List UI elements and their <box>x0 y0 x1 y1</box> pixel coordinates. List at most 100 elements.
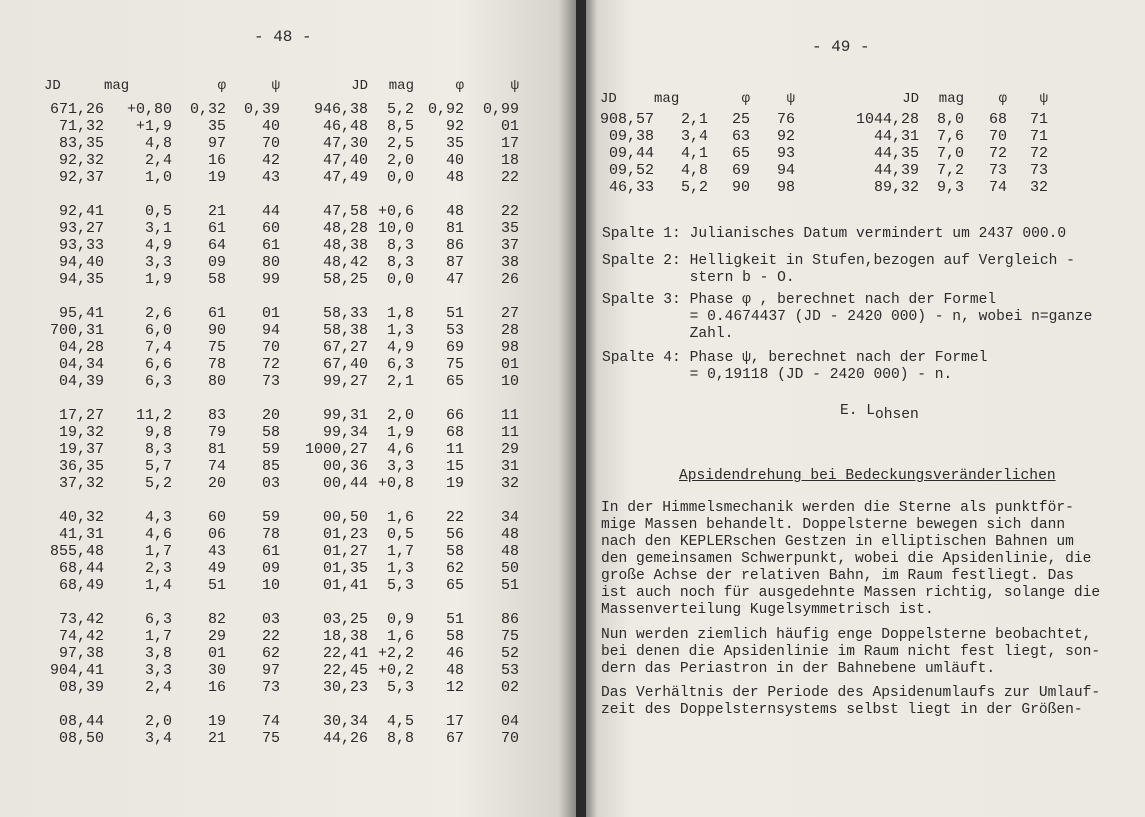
table-cell: 40 <box>445 152 464 169</box>
spacer <box>44 696 519 713</box>
table-cell: 1,6 <box>386 509 414 526</box>
table-cell: 18,38 <box>322 628 368 645</box>
table-cell: 99 <box>261 271 280 288</box>
table-cell: 73 <box>989 162 1008 179</box>
spacer <box>44 390 519 407</box>
table-cell: 5,7 <box>144 458 172 475</box>
table-row: 74,42 1,7 29 22 18,38 1,6 58 75 <box>44 628 519 645</box>
table-cell: 73 <box>1030 162 1049 179</box>
table-cell: 11 <box>500 424 519 441</box>
table-cell: 58 <box>261 424 280 441</box>
table-row: 97,38 3,8 01 62 22,41 +2,2 46 52 <box>44 645 519 662</box>
column-legend-3: Spalte 3: Phase φ , berechnet nach der F… <box>602 292 1093 342</box>
section-heading: Apsidendrehung bei Bedeckungsveränderlic… <box>679 468 1056 484</box>
table-cell: 5,3 <box>386 679 414 696</box>
column-header: JD <box>902 90 920 107</box>
table-row: 95,41 2,6 61 01 58,33 1,8 51 27 <box>44 305 519 322</box>
table-cell: +0,8 <box>377 475 414 492</box>
table-cell: 35 <box>445 135 464 152</box>
table-cell: 81 <box>207 441 226 458</box>
table-cell: 6,3 <box>144 373 172 390</box>
table-cell: 51 <box>500 577 519 594</box>
table-cell: 4,3 <box>144 509 172 526</box>
right-page: - 49 - JD mag φ ψ JD mag φ ψ 908,57 2,1 25 76 1044,… <box>586 0 1145 817</box>
table-row: 41,31 4,6 06 78 01,23 0,5 56 48 <box>44 526 519 543</box>
table-cell: 855,48 <box>49 543 104 560</box>
table-cell: 1,7 <box>144 628 172 645</box>
table-cell: 68,44 <box>58 560 104 577</box>
observation-table: JD mag φ ψ JD mag φ ψ 671,26 +0,80 0,32 0,39 946,38… <box>44 71 519 748</box>
table-cell: 11 <box>500 407 519 424</box>
table-cell: 2,1 <box>386 373 414 390</box>
table-cell: 44,35 <box>874 145 920 162</box>
table-cell: 47,58 <box>322 203 368 220</box>
table-cell: 64 <box>207 237 226 254</box>
table-row: 700,31 6,0 90 94 58,38 1,3 53 28 <box>44 322 519 339</box>
table-cell: 68,49 <box>58 577 104 594</box>
table-cell: 01 <box>207 645 226 662</box>
table-cell: 72 <box>1030 145 1049 162</box>
table-cell: 53 <box>445 322 464 339</box>
table-cell: 67,40 <box>322 356 368 373</box>
table-row: 19,32 9,8 79 58 99,34 1,9 68 11 <box>44 424 519 441</box>
table-row: 94,35 1,9 58 99 58,25 0,0 47 26 <box>44 271 519 288</box>
table-cell: 44,39 <box>874 162 920 179</box>
table-cell: 08,50 <box>58 730 104 747</box>
table-cell: 51 <box>445 611 464 628</box>
table-cell: 8,0 <box>937 111 965 128</box>
table-cell: 0,0 <box>386 169 414 186</box>
table-cell: 26 <box>500 271 519 288</box>
table-cell: 51 <box>445 305 464 322</box>
table-cell: 20 <box>261 407 280 424</box>
table-cell: 35 <box>207 118 226 135</box>
table-cell: 48,38 <box>322 237 368 254</box>
table-cell: 48,28 <box>322 220 368 237</box>
spacer <box>44 186 519 203</box>
table-cell: 92,32 <box>58 152 104 169</box>
table-cell: 1,0 <box>144 169 172 186</box>
row-spacer <box>44 594 519 611</box>
table-row: 68,49 1,4 51 10 01,41 5,3 65 51 <box>44 577 519 594</box>
table-row: 04,39 6,3 80 73 99,27 2,1 65 10 <box>44 373 519 390</box>
table-cell: 03 <box>261 475 280 492</box>
table-cell: 18 <box>500 152 519 169</box>
table-cell: 06 <box>207 526 226 543</box>
table-cell: 73 <box>261 679 280 696</box>
column-header: mag <box>654 90 680 107</box>
table-cell: 2,6 <box>144 305 172 322</box>
table-cell: 61 <box>261 237 280 254</box>
table-cell: 22 <box>261 628 280 645</box>
row-spacer <box>44 492 519 509</box>
table-cell: 67 <box>445 730 464 747</box>
table-row: 08,39 2,4 16 73 30,23 5,3 12 02 <box>44 679 519 696</box>
table-cell: 71,32 <box>58 118 104 135</box>
table-cell: 81 <box>445 220 464 237</box>
table-row: 92,37 1,0 19 43 47,49 0,0 48 22 <box>44 169 519 186</box>
table-cell: 0,39 <box>243 101 280 118</box>
table-cell: 94,35 <box>58 271 104 288</box>
table-cell: 0,9 <box>386 611 414 628</box>
table-cell: 1,8 <box>386 305 414 322</box>
table-cell: 0,0 <box>386 271 414 288</box>
table-cell: 43 <box>207 543 226 560</box>
table-cell: 92 <box>445 118 464 135</box>
table-cell: 0,99 <box>482 101 519 118</box>
table-cell: 03 <box>261 611 280 628</box>
table-cell: 01,27 <box>322 543 368 560</box>
table-cell: 61 <box>207 305 226 322</box>
signature-initial: E. L <box>840 403 876 419</box>
table-cell: 671,26 <box>49 101 104 118</box>
table-row: 855,48 1,7 43 61 01,27 1,7 58 48 <box>44 543 519 560</box>
table-row: 671,26 +0,80 0,32 0,39 946,38 5,2 0,92 0,99 <box>44 101 519 118</box>
left-page: - 48 - JD mag φ ψ JD mag φ ψ 671,26 +0,80 0,32 0,3… <box>0 0 576 817</box>
table-cell: 8,3 <box>386 237 414 254</box>
table-cell: 80 <box>261 254 280 271</box>
table-cell: 4,1 <box>681 145 709 162</box>
column-header: φ <box>455 77 464 94</box>
table-cell: 19 <box>207 169 226 186</box>
table-cell: 58 <box>445 543 464 560</box>
table-cell: 1,7 <box>144 543 172 560</box>
table-cell: 09,52 <box>609 162 655 179</box>
column-header: mag <box>938 90 965 107</box>
table-cell: 40,32 <box>58 509 104 526</box>
